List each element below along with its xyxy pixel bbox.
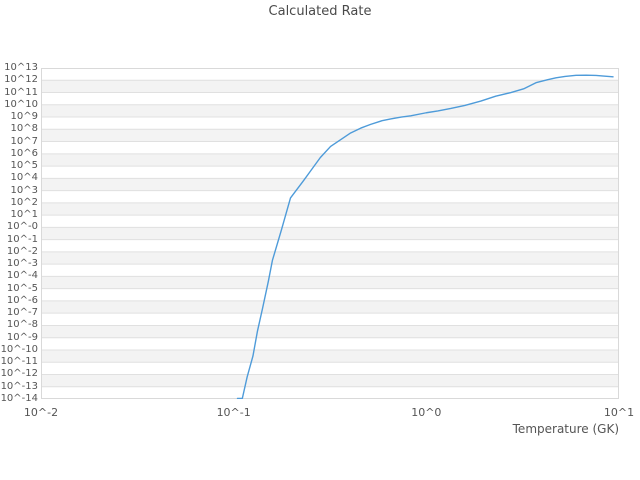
y-tick-label: 10^1 <box>10 209 38 221</box>
y-tick-label: 10^-2 <box>6 245 38 257</box>
plot-border <box>41 68 619 399</box>
y-tick-label: 10^-1 <box>6 233 38 245</box>
y-tick-label: 10^-8 <box>6 319 38 331</box>
y-tick-label: 10^-14 <box>0 393 38 404</box>
decade-band <box>41 166 619 179</box>
decade-band <box>41 386 619 399</box>
plot-area <box>41 68 619 399</box>
decade-band <box>41 239 619 252</box>
decade-band <box>41 325 619 338</box>
decade-band <box>41 117 619 130</box>
y-tick-label: 10^3 <box>10 184 38 196</box>
y-tick-label: 10^10 <box>4 98 38 110</box>
chart-title: Calculated Rate <box>268 4 372 19</box>
y-tick-label: 10^8 <box>10 123 38 135</box>
y-tick-label: 10^-11 <box>0 356 38 368</box>
y-tick-label: 10^7 <box>10 135 38 147</box>
y-tick-label: 10^-5 <box>6 282 38 294</box>
y-tick-label: 10^4 <box>10 172 38 184</box>
x-tick-label: 10^1 <box>603 406 635 419</box>
y-tick-label: 10^11 <box>4 86 38 98</box>
y-tick-label: 10^-10 <box>0 343 38 355</box>
x-axis-title: Temperature (GK) <box>512 422 619 436</box>
y-tick-label: 10^-13 <box>0 380 38 392</box>
y-tick-label: 10^-0 <box>6 221 38 233</box>
y-tick-label: 10^-12 <box>0 368 38 380</box>
y-tick-label: 10^9 <box>10 111 38 123</box>
decade-band <box>41 349 619 363</box>
decade-band <box>41 313 619 326</box>
y-tick-label: 10^6 <box>10 147 38 159</box>
decade-band <box>41 80 619 93</box>
decade-band <box>41 227 619 240</box>
y-tick-label: 10^-6 <box>6 294 38 306</box>
decade-band <box>41 251 619 265</box>
decade-band <box>41 68 619 81</box>
y-tick-label: 10^2 <box>10 196 38 208</box>
y-tick-label: 10^13 <box>4 62 38 73</box>
decade-band <box>41 190 619 203</box>
y-tick-label: 10^-3 <box>6 258 38 270</box>
decade-band <box>41 288 619 301</box>
x-tick-label: 10^-2 <box>23 406 59 419</box>
decade-band <box>41 264 619 277</box>
decade-band <box>41 129 619 142</box>
decade-band <box>41 276 619 289</box>
decade-band <box>41 202 619 216</box>
x-tick-label: 10^0 <box>411 406 442 419</box>
rate-curve <box>236 74 614 399</box>
decade-band <box>41 362 619 375</box>
y-tick-label: 10^5 <box>10 160 38 172</box>
y-tick-label: 10^-7 <box>6 307 38 319</box>
y-tick-label: 10^-4 <box>6 270 38 282</box>
decade-band <box>41 374 619 387</box>
decade-band <box>41 300 619 314</box>
decade-band <box>41 337 619 350</box>
decade-band <box>41 92 619 105</box>
decade-band <box>41 153 619 167</box>
y-tick-label: 10^12 <box>4 74 38 86</box>
decade-band <box>41 215 619 228</box>
x-tick-label: 10^-1 <box>216 406 251 419</box>
y-tick-label: 10^-9 <box>6 331 38 343</box>
decade-band <box>41 104 619 118</box>
decade-band <box>41 178 619 191</box>
